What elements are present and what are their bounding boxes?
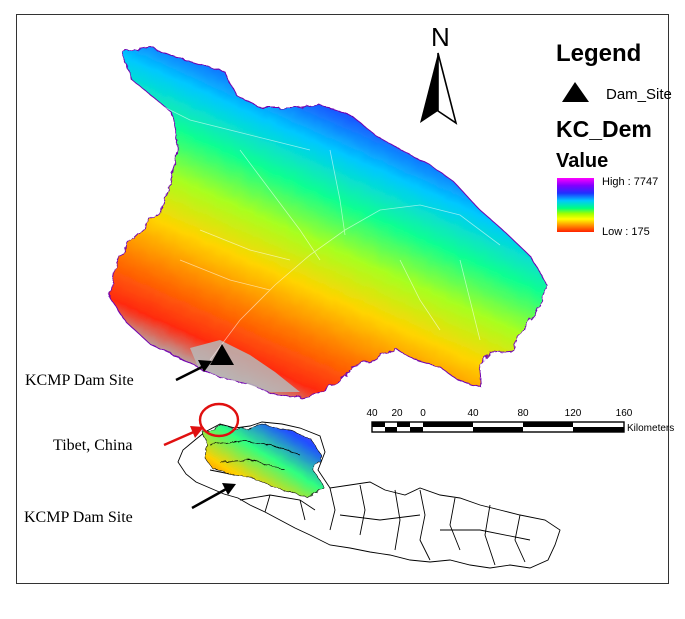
- tibet-highlight-circle: [198, 402, 240, 438]
- north-arrow: [420, 52, 458, 125]
- legend-dam-triangle: [562, 82, 589, 102]
- legend-dam-site-label: Dam_Site: [606, 86, 672, 103]
- dam-site-marker: [210, 344, 234, 365]
- legend-title: Legend: [556, 40, 642, 67]
- annotation-arrows: [163, 360, 236, 510]
- north-label: N: [431, 22, 450, 52]
- drainage-network: [149, 99, 501, 361]
- tibet-annotation: Tibet, China: [53, 437, 133, 454]
- scale-bar: [371, 421, 625, 433]
- scale-tick-label: 160: [615, 408, 633, 419]
- dem-basin: [109, 46, 549, 399]
- scale-tick-label: 20: [391, 408, 403, 419]
- inset-dam-annotation: KCMP Dam Site: [24, 509, 133, 526]
- legend-low-label: Low : 175: [602, 226, 650, 238]
- scale-tick-label: 80: [517, 408, 529, 419]
- scale-unit-label: Kilometers: [627, 423, 675, 434]
- inset-basin: [202, 423, 325, 499]
- legend-layer-name: KC_Dem: [556, 116, 652, 142]
- main-dam-annotation: KCMP Dam Site: [25, 372, 134, 389]
- legend-value-heading: Value: [556, 150, 609, 172]
- legend-color-ramp: [557, 178, 594, 232]
- scale-tick-label: 0: [420, 408, 426, 419]
- scale-tick-label: 40: [467, 408, 479, 419]
- legend-high-label: High : 7747: [602, 176, 659, 188]
- scale-tick-label: 120: [564, 408, 582, 419]
- scale-tick-label: 40: [366, 408, 378, 419]
